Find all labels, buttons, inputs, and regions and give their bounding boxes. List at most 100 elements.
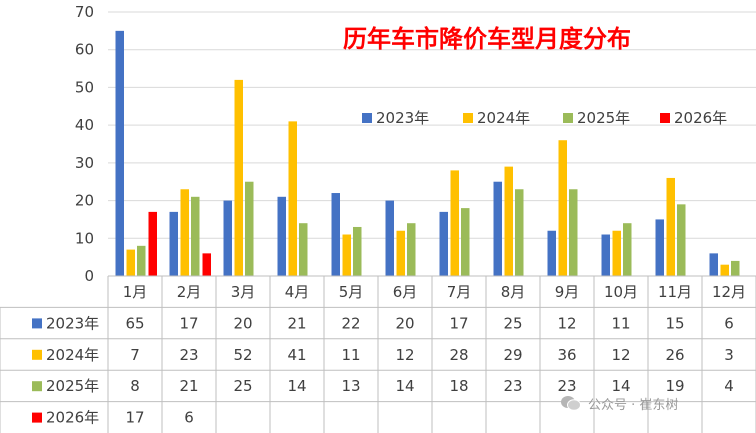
bar-2025年-6月 — [407, 223, 416, 276]
bar-2025年-9月 — [569, 189, 578, 276]
table-value: 26 — [665, 346, 684, 364]
bar-2025年-5月 — [353, 226, 362, 276]
legend-swatch — [563, 113, 573, 123]
table-value: 6 — [724, 314, 734, 332]
table-value: 28 — [449, 346, 468, 364]
bar-2024年-10月 — [612, 230, 621, 276]
watermark: 公众号 · 崔东树 — [560, 393, 678, 413]
bar-2025年-2月 — [191, 196, 200, 276]
x-tick-label: 8月 — [501, 283, 526, 301]
x-tick-label: 9月 — [555, 283, 580, 301]
bars — [115, 30, 740, 276]
table-legend-key — [32, 318, 42, 329]
table-legend-key — [32, 349, 42, 360]
bar-2025年-10月 — [623, 223, 632, 276]
x-tick-label: 1月 — [123, 283, 148, 301]
bar-2024年-2月 — [180, 189, 189, 276]
bar-2025年-7月 — [461, 208, 470, 276]
table-value: 17 — [449, 314, 468, 332]
bar-2023年-4月 — [277, 196, 286, 276]
legend-swatch — [463, 113, 473, 123]
legend-label: 2024年 — [477, 109, 530, 127]
bar-2025年-1月 — [137, 245, 146, 276]
y-tick-label: 40 — [75, 116, 94, 134]
bar-2023年-10月 — [601, 234, 610, 276]
x-tick-label: 4月 — [285, 283, 310, 301]
x-tick-label: 5月 — [339, 283, 364, 301]
bar-2024年-6月 — [396, 230, 405, 276]
bar-2023年-9月 — [547, 230, 556, 276]
bar-2025年-11月 — [677, 204, 686, 276]
bar-2024年-3月 — [234, 79, 243, 276]
bar-2026年-2月 — [202, 253, 211, 276]
table-series-label: 2023年 — [46, 314, 99, 332]
table-value: 21 — [179, 377, 198, 395]
table-value: 3 — [724, 346, 734, 364]
x-tick-label: 10月 — [604, 283, 638, 301]
bar-2023年-8月 — [493, 181, 502, 276]
table-value: 14 — [287, 377, 306, 395]
table-value: 65 — [125, 314, 144, 332]
x-tick-label: 7月 — [447, 283, 472, 301]
table-value: 14 — [395, 377, 414, 395]
x-tick-label: 2月 — [177, 283, 202, 301]
gridlines — [108, 11, 756, 277]
chart-title: 历年车市降价车型月度分布 — [343, 25, 631, 53]
table-value: 25 — [503, 314, 522, 332]
bar-2024年-12月 — [720, 264, 729, 276]
table-value: 13 — [341, 377, 360, 395]
table-value: 23 — [557, 377, 576, 395]
x-tick-label: 12月 — [712, 283, 746, 301]
table-legend-key — [32, 412, 42, 423]
legend-label: 2023年 — [376, 109, 429, 127]
y-tick-label: 70 — [75, 3, 94, 21]
bar-2024年-7月 — [450, 170, 459, 276]
bar-2023年-7月 — [439, 211, 448, 276]
watermark-text: 公众号 · 崔东树 — [588, 397, 679, 413]
table-value: 23 — [503, 377, 522, 395]
bar-2026年-1月 — [148, 211, 157, 276]
bar-2024年-8月 — [504, 166, 513, 276]
bar-2024年-4月 — [288, 121, 297, 276]
table-value: 41 — [287, 346, 306, 364]
y-tick-label: 10 — [75, 229, 94, 247]
table-value: 20 — [233, 314, 252, 332]
table-value: 20 — [395, 314, 414, 332]
x-tick-label: 6月 — [393, 283, 418, 301]
y-tick-label: 0 — [84, 267, 94, 285]
table-value: 11 — [611, 314, 630, 332]
bar-2025年-12月 — [731, 260, 740, 276]
table-value: 12 — [611, 346, 630, 364]
table-value: 19 — [665, 377, 684, 395]
bar-2023年-1月 — [115, 30, 124, 276]
bar-2024年-1月 — [126, 249, 135, 276]
y-tick-label: 30 — [75, 154, 94, 172]
data-table: 1月 2月 3月 4月 5月 6月 7月 8月 9月 10月 11月 12月 2023年 65 17 20 21… — [0, 275, 756, 433]
bar-2025年-8月 — [515, 189, 524, 276]
y-tick-label: 60 — [75, 41, 94, 59]
legend-swatch — [362, 113, 372, 123]
table-value: 23 — [179, 346, 198, 364]
x-tick-label: 11月 — [658, 283, 692, 301]
table-value: 18 — [449, 377, 468, 395]
table-value: 12 — [395, 346, 414, 364]
table-value: 8 — [130, 377, 140, 395]
y-tick-label: 50 — [75, 78, 94, 96]
bar-2024年-9月 — [558, 140, 567, 276]
table-value: 7 — [130, 346, 140, 364]
bar-2024年-5月 — [342, 234, 351, 276]
table-value: 22 — [341, 314, 360, 332]
bar-2023年-3月 — [223, 200, 232, 276]
bar-2023年-5月 — [331, 193, 340, 276]
table-legend-key — [32, 381, 42, 392]
table-value: 4 — [724, 377, 734, 395]
x-tick-label: 3月 — [231, 283, 256, 301]
table-value: 25 — [233, 377, 252, 395]
table-value: 52 — [233, 346, 252, 364]
y-axis-ticks: 0 10 20 30 40 50 60 70 — [75, 3, 94, 285]
legend-label: 2026年 — [674, 109, 727, 127]
table-value: 17 — [125, 409, 144, 427]
table-value: 15 — [665, 314, 684, 332]
table-series-label: 2024年 — [46, 346, 99, 364]
